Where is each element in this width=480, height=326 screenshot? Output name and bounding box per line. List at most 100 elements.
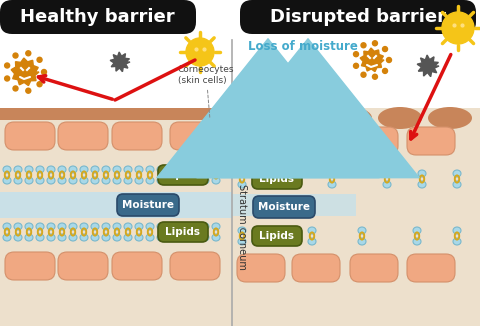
Ellipse shape <box>25 234 33 241</box>
Bar <box>232 194 356 216</box>
Polygon shape <box>11 58 39 85</box>
Ellipse shape <box>453 227 461 234</box>
Ellipse shape <box>47 166 55 173</box>
Ellipse shape <box>383 181 391 188</box>
Ellipse shape <box>230 107 274 129</box>
FancyBboxPatch shape <box>158 165 208 185</box>
Bar <box>232 108 480 326</box>
Bar <box>0 108 232 326</box>
Ellipse shape <box>91 166 99 173</box>
Ellipse shape <box>146 166 154 173</box>
Ellipse shape <box>69 177 77 184</box>
Circle shape <box>383 47 387 52</box>
Ellipse shape <box>135 223 143 230</box>
Circle shape <box>383 68 387 73</box>
Ellipse shape <box>293 170 301 177</box>
Text: Lipids: Lipids <box>260 174 295 184</box>
Circle shape <box>41 69 47 75</box>
FancyBboxPatch shape <box>158 222 208 242</box>
Ellipse shape <box>47 177 55 184</box>
Ellipse shape <box>453 238 461 245</box>
FancyBboxPatch shape <box>292 254 340 282</box>
Ellipse shape <box>3 166 11 173</box>
Ellipse shape <box>190 223 198 230</box>
Circle shape <box>361 43 366 48</box>
Ellipse shape <box>212 223 220 230</box>
Ellipse shape <box>102 166 110 173</box>
Ellipse shape <box>238 227 246 234</box>
Ellipse shape <box>212 234 220 241</box>
FancyBboxPatch shape <box>407 127 455 155</box>
Ellipse shape <box>47 234 55 241</box>
FancyBboxPatch shape <box>240 0 476 34</box>
Ellipse shape <box>378 107 422 129</box>
FancyBboxPatch shape <box>292 127 340 155</box>
Ellipse shape <box>278 107 322 129</box>
Ellipse shape <box>358 227 366 234</box>
Ellipse shape <box>201 177 209 184</box>
Ellipse shape <box>69 234 77 241</box>
Ellipse shape <box>25 223 33 230</box>
Ellipse shape <box>36 234 44 241</box>
Ellipse shape <box>102 177 110 184</box>
FancyBboxPatch shape <box>58 122 108 150</box>
FancyBboxPatch shape <box>5 252 55 280</box>
Ellipse shape <box>201 223 209 230</box>
Circle shape <box>386 57 392 63</box>
Ellipse shape <box>14 223 22 230</box>
Ellipse shape <box>3 177 11 184</box>
Ellipse shape <box>413 238 421 245</box>
Circle shape <box>13 53 18 58</box>
Ellipse shape <box>135 177 143 184</box>
Ellipse shape <box>157 177 165 184</box>
Ellipse shape <box>328 181 336 188</box>
Circle shape <box>372 41 377 46</box>
Circle shape <box>13 86 18 91</box>
Ellipse shape <box>102 223 110 230</box>
FancyBboxPatch shape <box>170 122 220 150</box>
Text: Loss of moisture: Loss of moisture <box>248 39 358 52</box>
FancyBboxPatch shape <box>58 252 108 280</box>
Ellipse shape <box>124 234 132 241</box>
Ellipse shape <box>146 177 154 184</box>
Circle shape <box>37 57 42 62</box>
Ellipse shape <box>102 234 110 241</box>
Circle shape <box>372 74 377 79</box>
Circle shape <box>5 76 10 81</box>
Ellipse shape <box>157 234 165 241</box>
Ellipse shape <box>36 166 44 173</box>
FancyBboxPatch shape <box>350 254 398 282</box>
Ellipse shape <box>168 223 176 230</box>
Ellipse shape <box>113 166 121 173</box>
Ellipse shape <box>25 177 33 184</box>
Ellipse shape <box>58 166 66 173</box>
Ellipse shape <box>69 166 77 173</box>
Polygon shape <box>110 52 130 72</box>
Ellipse shape <box>212 177 220 184</box>
Ellipse shape <box>124 223 132 230</box>
Bar <box>232 108 480 134</box>
Ellipse shape <box>238 170 246 177</box>
FancyBboxPatch shape <box>350 127 398 155</box>
Bar <box>0 192 232 218</box>
Ellipse shape <box>308 238 316 245</box>
Ellipse shape <box>168 234 176 241</box>
Circle shape <box>5 63 10 68</box>
Ellipse shape <box>80 177 88 184</box>
FancyBboxPatch shape <box>253 196 315 218</box>
Text: Moisture: Moisture <box>122 200 174 210</box>
Circle shape <box>361 72 366 77</box>
Ellipse shape <box>135 234 143 241</box>
Ellipse shape <box>14 234 22 241</box>
Ellipse shape <box>383 170 391 177</box>
Text: Moisture: Moisture <box>258 202 310 212</box>
Ellipse shape <box>80 166 88 173</box>
Circle shape <box>354 63 359 68</box>
Ellipse shape <box>3 234 11 241</box>
Ellipse shape <box>157 223 165 230</box>
FancyBboxPatch shape <box>237 127 285 155</box>
FancyBboxPatch shape <box>117 194 179 216</box>
Ellipse shape <box>413 227 421 234</box>
Ellipse shape <box>58 223 66 230</box>
Ellipse shape <box>328 107 372 129</box>
